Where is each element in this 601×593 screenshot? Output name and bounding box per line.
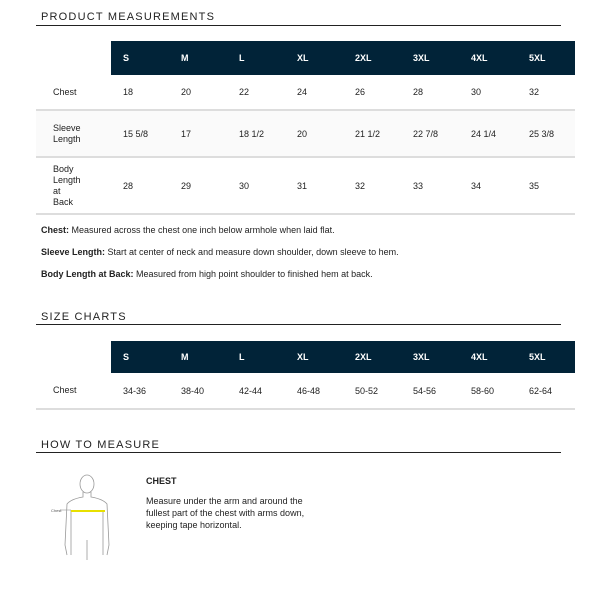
table-cell: 18 1/2 [227,110,285,158]
table-cell: 50-52 [343,373,401,410]
table-cell: 15 5/8 [111,110,169,158]
note-term: Sleeve Length: [41,247,106,257]
size-header: XL [285,341,343,373]
table-cell: 25 3/8 [517,110,575,158]
divider [36,25,561,26]
size-header: L [227,41,285,75]
product-measurements-table: S M L XL 2XL 3XL 4XL 5XL Chest 18 20 22 24 26 28 30 32 Sl… [36,41,575,215]
table-cell: 24 [285,75,343,111]
size-header: S [111,341,169,373]
table-cell: 31 [285,157,343,215]
size-header: 3XL [401,41,459,75]
table-cell: 21 1/2 [343,110,401,158]
table-cell: 22 [227,75,285,111]
size-header: 2XL [343,41,401,75]
how-to-measure-title: HOW TO MEASURE [41,439,161,451]
header-blank [36,41,111,75]
product-measurements-title: PRODUCT MEASUREMENTS [41,11,216,23]
note-term: Chest: [41,225,70,235]
table-cell: 28 [111,157,169,215]
size-charts-title: SIZE CHARTS [41,311,127,323]
table-cell: 26 [343,75,401,111]
table-cell: 18 [111,75,169,111]
size-header: 3XL [401,341,459,373]
size-header: 4XL [459,341,517,373]
size-header: 2XL [343,341,401,373]
table-cell: 32 [517,75,575,111]
table-cell: 33 [401,157,459,215]
row-label: Body Length at Back [36,157,111,215]
divider [36,324,561,325]
table-row: Chest 34-36 38-40 42-44 46-48 50-52 54-56 58-60… [36,373,575,410]
size-header: M [169,341,227,373]
measure-heading: CHEST [146,476,177,486]
table-cell: 46-48 [285,373,343,410]
row-label: Sleeve Length [36,110,111,158]
row-label: Chest [36,75,111,111]
note-text: Measured from high point shoulder to fin… [133,269,373,279]
figure-label: Chest [51,508,62,513]
table-cell: 29 [169,157,227,215]
table-cell: 34-36 [111,373,169,410]
table-cell: 17 [169,110,227,158]
size-header: XL [285,41,343,75]
measurement-note: Sleeve Length: Start at center of neck a… [41,247,399,257]
size-header: 5XL [517,41,575,75]
note-text: Start at center of neck and measure down… [105,247,399,257]
table-cell: 28 [401,75,459,111]
size-header: L [227,341,285,373]
size-header: 5XL [517,341,575,373]
table-row: Body Length at Back 28 29 30 31 32 33 34 35 [36,157,575,215]
note-text: Measured across the chest one inch below… [69,225,335,235]
row-label: Chest [36,373,111,410]
size-header: S [111,41,169,75]
size-header: 4XL [459,41,517,75]
table-cell: 35 [517,157,575,215]
table-cell: 24 1/4 [459,110,517,158]
measure-instructions: Measure under the arm and around the ful… [146,496,305,530]
note-term: Body Length at Back: [41,269,134,279]
table-cell: 58-60 [459,373,517,410]
table-cell: 30 [227,157,285,215]
measurement-note: Chest: Measured across the chest one inc… [41,225,335,235]
size-chart-table: S M L XL 2XL 3XL 4XL 5XL Chest 34-36 38-40 42-44 46-… [36,341,575,410]
table-cell: 22 7/8 [401,110,459,158]
table-cell: 34 [459,157,517,215]
table-cell: 38-40 [169,373,227,410]
table-cell: 20 [285,110,343,158]
table-cell: 54-56 [401,373,459,410]
measurement-note: Body Length at Back: Measured from high … [41,269,373,279]
table-row: Chest 18 20 22 24 26 28 30 32 [36,75,575,111]
table-cell: 42-44 [227,373,285,410]
divider [36,452,561,453]
table-cell: 30 [459,75,517,111]
header-blank [36,341,111,373]
body-figure-icon: Chest [51,474,110,560]
size-header: M [169,41,227,75]
table-row: Sleeve Length 15 5/8 17 18 1/2 20 21 1/2 22 7/… [36,110,575,158]
table-cell: 20 [169,75,227,111]
table-cell: 62-64 [517,373,575,410]
table-cell: 32 [343,157,401,215]
